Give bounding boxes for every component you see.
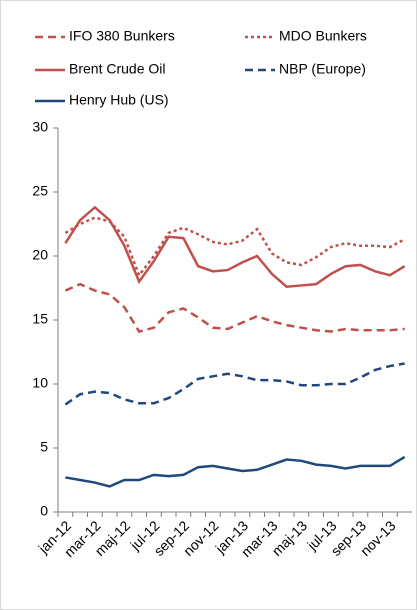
legend-label: MDO Bunkers: [279, 28, 367, 44]
y-tick-label: 0: [40, 503, 48, 519]
y-tick-label: 15: [32, 311, 48, 327]
series-line: [65, 455, 406, 488]
y-tick-label: 10: [32, 375, 48, 391]
legend-label: Henry Hub (US): [69, 92, 169, 108]
series-line: [64, 362, 405, 406]
series-line: [64, 205, 406, 289]
legend-label: Brent Crude Oil: [69, 61, 165, 77]
y-tick-label: 20: [32, 247, 48, 263]
legend-label: NBP (Europe): [279, 61, 366, 77]
series-line: [64, 216, 406, 278]
legend-label: IFO 380 Bunkers: [69, 28, 175, 44]
y-tick-label: 30: [32, 119, 48, 135]
y-tick-label: 25: [32, 183, 48, 199]
y-tick-label: 5: [40, 439, 48, 455]
